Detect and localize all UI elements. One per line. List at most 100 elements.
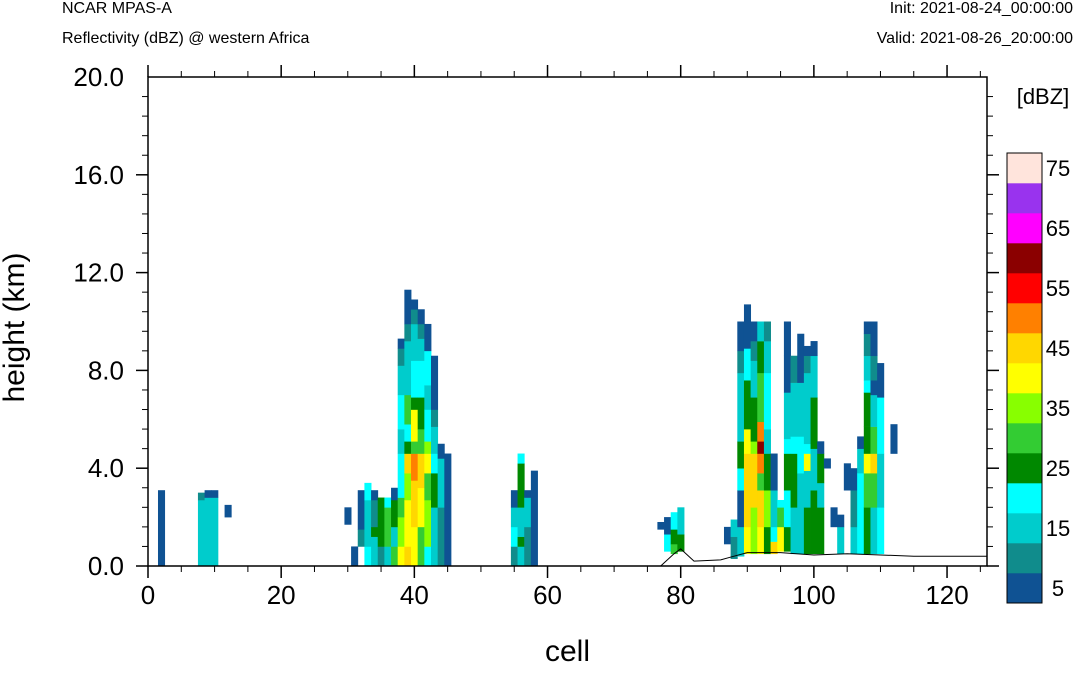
y-tick-labels: 0.0 4.0 8.0 12.0 16.0 20.0: [73, 62, 124, 581]
reflectivity-cell: [384, 497, 392, 508]
reflectivity-cell: [783, 392, 791, 440]
colorbar-frame: [1006, 152, 1043, 604]
reflectivity-cell: [411, 323, 419, 361]
reflectivity-cell: [391, 487, 399, 501]
reflectivity-cell: [397, 348, 405, 366]
reflectivity-cell: [404, 289, 412, 325]
reflectivity-cell: [730, 519, 738, 537]
reflectivity-cell: [863, 380, 871, 393]
reflectivity-cell: [397, 497, 405, 518]
reflectivity-cell: [444, 453, 452, 567]
reflectivity-cell: [803, 470, 811, 508]
colorbar-swatch: [1007, 393, 1042, 424]
reflectivity-cell: [677, 534, 685, 552]
reflectivity-cell: [790, 355, 798, 383]
reflectivity-cell: [397, 394, 405, 430]
reflectivity-cell: [737, 468, 745, 491]
reflectivity-cell: [224, 504, 232, 518]
reflectivity-cell: [737, 372, 745, 442]
reflectivity-cell: [411, 309, 419, 325]
reflectivity-cell: [797, 436, 805, 474]
reflectivity-cell: [783, 355, 791, 393]
reflectivity-cell: [377, 497, 385, 547]
reflectivity-cell: [424, 546, 432, 567]
colorbar-swatch: [1007, 243, 1042, 274]
x-tick-label: 0: [141, 580, 155, 610]
reflectivity-cell: [837, 514, 845, 528]
reflectivity-cell: [391, 546, 399, 567]
reflectivity-cell: [424, 350, 432, 386]
reflectivity-cell: [763, 321, 771, 342]
reflectivity-cell: [750, 453, 758, 508]
reflectivity-cell: [890, 424, 898, 454]
colorbar-swatch: [1007, 183, 1042, 214]
reflectivity-cell: [870, 355, 878, 381]
reflectivity-cell: [857, 448, 865, 474]
reflectivity-cell: [371, 490, 379, 501]
reflectivity-cell: [783, 526, 791, 552]
reflectivity-cell: [670, 529, 678, 545]
reflectivity-cell: [803, 443, 811, 454]
reflectivity-cell: [783, 321, 791, 357]
reflectivity-cell: [757, 453, 765, 474]
reflectivity-cell: [863, 333, 871, 357]
reflectivity-cell: [404, 341, 412, 396]
reflectivity-cell: [424, 441, 432, 454]
reflectivity-cells: [157, 289, 898, 567]
x-tick-label: 40: [400, 580, 429, 610]
reflectivity-cell: [843, 463, 851, 491]
x-tick-label: 20: [267, 580, 296, 610]
y-tick-label: 0.0: [88, 551, 124, 581]
reflectivity-cell: [863, 355, 871, 381]
reflectivity-cell: [863, 426, 871, 454]
reflectivity-cell: [397, 365, 405, 396]
reflectivity-cell: [857, 473, 865, 555]
reflectivity-cell: [510, 526, 518, 547]
reflectivity-cell: [397, 429, 405, 454]
reflectivity-cell: [670, 512, 678, 530]
y-tick-label: 8.0: [88, 355, 124, 385]
reflectivity-cell: [524, 497, 532, 528]
reflectivity-cell: [770, 453, 778, 491]
reflectivity-cell: [404, 441, 412, 454]
reflectivity-cell: [743, 429, 752, 454]
reflectivity-cell: [411, 360, 419, 398]
reflectivity-cell: [857, 436, 865, 449]
reflectivity-cell: [404, 546, 412, 567]
reflectivity-cell: [863, 453, 871, 474]
reflectivity-cell: [723, 526, 732, 545]
reflectivity-cell: [763, 372, 771, 430]
reflectivity-cell: [351, 546, 359, 567]
y-tick-label: 20.0: [73, 62, 124, 92]
reflectivity-cell: [870, 394, 878, 427]
reflectivity-cell: [437, 458, 445, 508]
reflectivity-cell: [371, 526, 379, 537]
reflectivity-cell: [750, 397, 758, 442]
reflectivity-cell: [757, 490, 765, 528]
reflectivity-cell: [417, 338, 425, 361]
colorbar-tick-label: 25: [1046, 456, 1070, 481]
colorbar: [1006, 152, 1043, 604]
reflectivity-cell: [750, 360, 758, 398]
reflectivity-cell: [517, 453, 525, 464]
reflectivity-cell: [404, 453, 412, 474]
reflectivity-cell: [517, 507, 525, 537]
reflectivity-cell: [391, 526, 399, 547]
reflectivity-cell: [750, 321, 758, 342]
reflectivity-cell: [411, 441, 419, 454]
reflectivity-cell: [770, 541, 778, 555]
reflectivity-cell: [757, 441, 765, 454]
reflectivity-cell: [431, 473, 439, 508]
reflectivity-cell: [364, 499, 372, 547]
x-axis-title: cell: [545, 635, 590, 668]
reflectivity-cell: [417, 323, 425, 339]
reflectivity-cell: [664, 534, 672, 552]
reflectivity-cell: [417, 453, 425, 489]
reflectivity-cell: [357, 529, 365, 547]
reflectivity-cell: [424, 473, 432, 501]
reflectivity-cell: [377, 546, 385, 567]
reflectivity-cell: [743, 526, 752, 555]
reflectivity-cell: [750, 507, 758, 555]
reflectivity-cell: [790, 453, 798, 508]
